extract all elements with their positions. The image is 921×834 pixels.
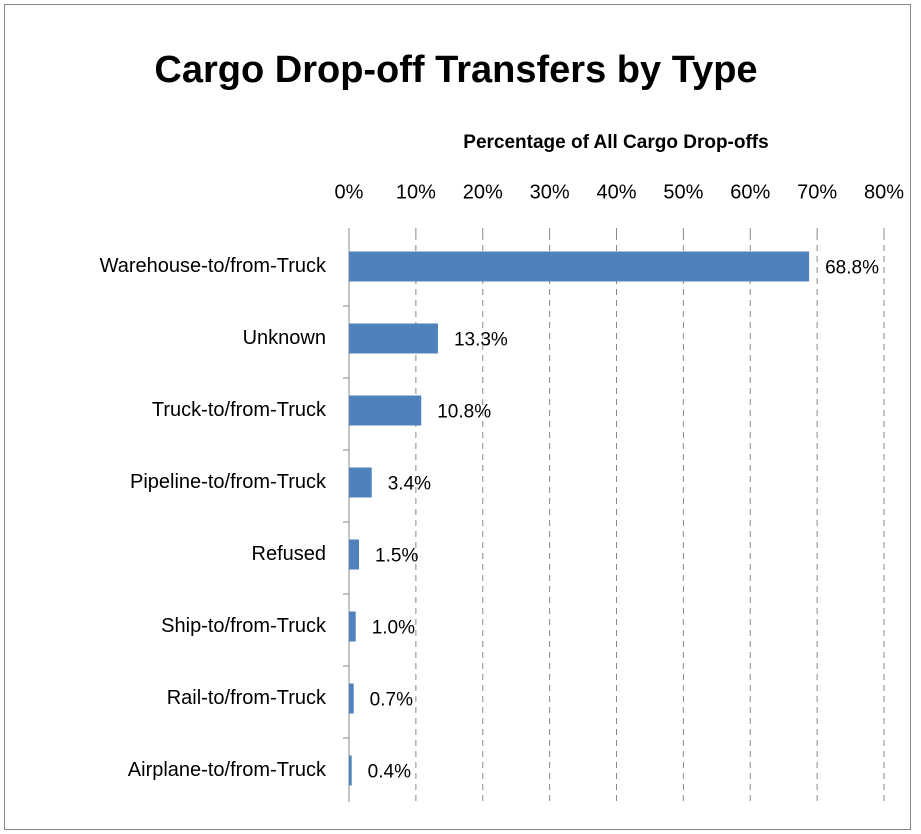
- bar: [349, 395, 422, 426]
- x-tick-label: 60%: [730, 181, 770, 203]
- y-tick-label: Airplane-to/from-Truck: [128, 759, 327, 781]
- x-tick-label: 50%: [663, 181, 703, 203]
- x-tick-label: 20%: [463, 181, 503, 203]
- y-tick-label: Truck-to/from-Truck: [152, 399, 327, 421]
- value-label: 10.8%: [437, 402, 491, 423]
- bar: [349, 611, 356, 642]
- x-tick-label: 0%: [335, 181, 364, 203]
- y-tick-label: Rail-to/from-Truck: [167, 687, 327, 709]
- value-label: 0.7%: [370, 690, 413, 711]
- value-label: 3.4%: [388, 474, 431, 495]
- bar: [349, 467, 372, 498]
- y-tick-label: Ship-to/from-Truck: [161, 615, 327, 637]
- value-label: 13.3%: [454, 330, 508, 351]
- y-tick-label: Unknown: [243, 327, 326, 349]
- x-tick-label: 30%: [530, 181, 570, 203]
- x-tick-label: 40%: [596, 181, 636, 203]
- value-label: 1.5%: [375, 546, 418, 567]
- x-tick-label: 70%: [797, 181, 837, 203]
- value-label: 1.0%: [372, 618, 415, 639]
- y-tick-label: Pipeline-to/from-Truck: [130, 471, 327, 493]
- value-label: 68.8%: [825, 258, 879, 279]
- bar: [349, 323, 438, 354]
- x-tick-label: 10%: [396, 181, 436, 203]
- bar: [349, 683, 354, 714]
- y-tick-label: Refused: [252, 543, 327, 565]
- x-tick-label: 80%: [864, 181, 904, 203]
- y-tick-label: Warehouse-to/from-Truck: [100, 255, 327, 277]
- chart-title: Cargo Drop-off Transfers by Type: [154, 49, 757, 91]
- bar: [349, 539, 360, 570]
- axis-title: Percentage of All Cargo Drop-offs: [463, 132, 768, 153]
- bar: [349, 755, 352, 786]
- chart-frame: [4, 4, 911, 830]
- bar: [349, 251, 810, 282]
- value-label: 0.4%: [368, 762, 411, 783]
